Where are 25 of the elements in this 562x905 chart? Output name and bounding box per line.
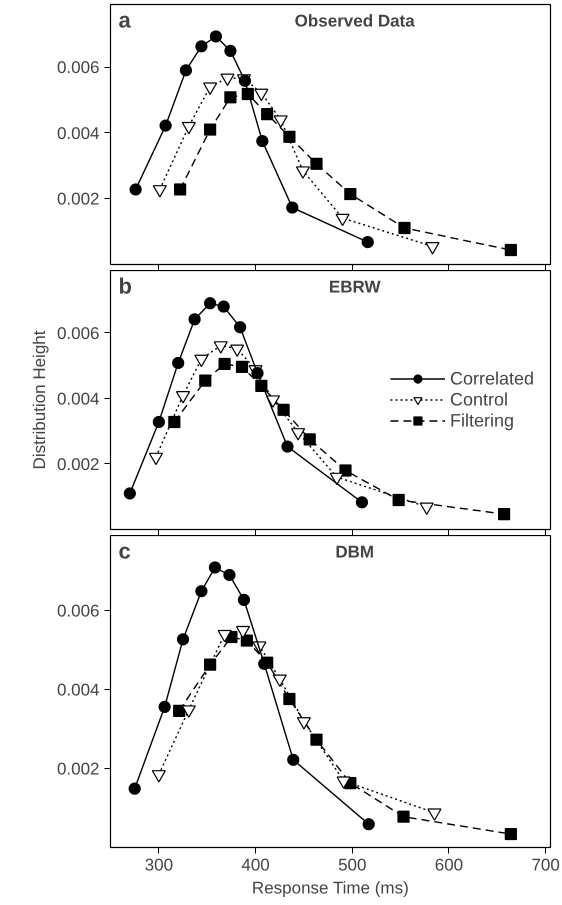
y-tick-label: 0.002 [56, 190, 100, 209]
chart-title: Observed Data [294, 12, 416, 30]
chart-title: DBM [335, 542, 374, 562]
x-tick-label: 400 [241, 856, 270, 874]
x-tick-label: 500 [338, 856, 366, 874]
annotation: c [118, 538, 131, 564]
y-axis-title: Distribution Height [30, 330, 49, 470]
y-tick-label: 0.004 [56, 124, 100, 143]
y-tick-label: 0.006 [56, 58, 100, 78]
x-tick-label: 300 [144, 856, 174, 874]
y-tick-label: 0.006 [56, 324, 100, 343]
y-tick-label: 0.002 [56, 454, 100, 474]
legend-label: Control [450, 389, 508, 410]
chart-title: EBRW [328, 278, 382, 296]
legend-label: Filtering [450, 410, 514, 431]
y-tick-label: 0.002 [56, 760, 100, 779]
y-tick-label: 0.004 [56, 680, 100, 700]
legend-label: Correlated [450, 368, 534, 389]
x-tick-label: 600 [434, 856, 464, 874]
y-tick-label: 0.006 [56, 602, 100, 621]
y-tick-label: 0.004 [56, 389, 100, 408]
annotation: b [118, 274, 132, 298]
x-axis-title: Response Time (ms) [252, 878, 409, 898]
annotation: a [118, 8, 132, 32]
x-tick-label: 700 [531, 856, 560, 874]
